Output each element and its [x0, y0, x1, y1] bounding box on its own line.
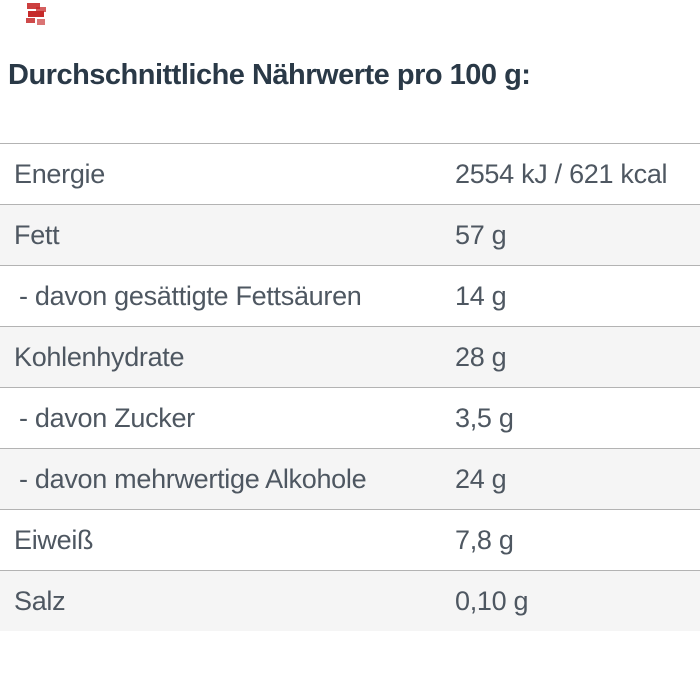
row-label: - davon gesättigte Fettsäuren [19, 280, 362, 311]
row-label: Eiweiß [14, 524, 94, 555]
row-label: Salz [14, 585, 66, 616]
row-value: 0,10 g [455, 585, 529, 616]
red-pixel-mark-icon [26, 3, 46, 25]
row-label: Fett [14, 219, 60, 250]
table-row: Salz 0,10 g [0, 570, 700, 631]
row-value: 24 g [455, 463, 507, 494]
row-value: 14 g [455, 280, 507, 311]
table-row: - davon Zucker 3,5 g [0, 387, 700, 448]
row-label: - davon Zucker [19, 402, 195, 433]
row-value: 57 g [455, 219, 507, 250]
row-value: 7,8 g [455, 524, 514, 555]
table-row: Fett 57 g [0, 204, 700, 265]
row-label: - davon mehrwertige Alkohole [19, 463, 367, 494]
row-label: Energie [14, 158, 105, 189]
row-value: 28 g [455, 341, 507, 372]
row-label: Kohlenhydrate [14, 341, 185, 372]
table-row: - davon gesättigte Fettsäuren 14 g [0, 265, 700, 326]
nutrition-table: Energie 2554 kJ / 621 kcal Fett 57 g - d… [0, 143, 700, 631]
table-row: Kohlenhydrate 28 g [0, 326, 700, 387]
page-title: Durchschnittliche Nährwerte pro 100 g: [8, 59, 531, 91]
row-value: 3,5 g [455, 402, 514, 433]
table-row: - davon mehrwertige Alkohole 24 g [0, 448, 700, 509]
table-row: Energie 2554 kJ / 621 kcal [0, 143, 700, 204]
row-value: 2554 kJ / 621 kcal [455, 158, 668, 189]
table-row: Eiweiß 7,8 g [0, 509, 700, 570]
